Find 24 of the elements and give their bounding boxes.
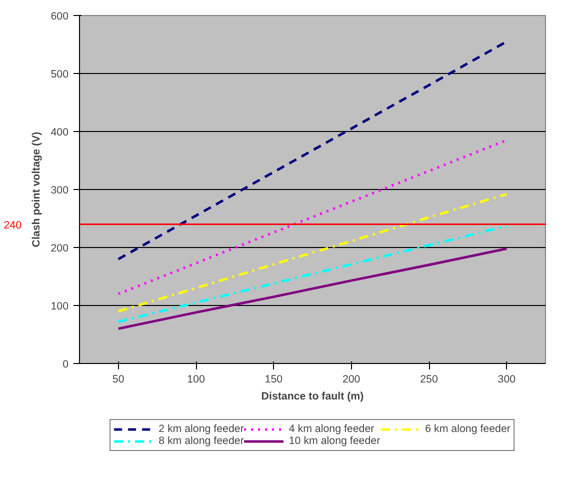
x-tick-label: 300 <box>498 374 516 386</box>
legend-label: 10 km along feeder <box>288 435 380 447</box>
legend-label: 8 km along feeder <box>158 435 244 447</box>
y-axis-title: Clash point voltage (V) <box>30 131 43 248</box>
line-series <box>117 224 508 323</box>
x-tick-label: 150 <box>264 374 283 386</box>
y-tick-label: 600 <box>50 10 69 22</box>
line-series <box>117 247 508 330</box>
legend-label: 4 km along feeder <box>288 423 374 435</box>
y-tick-label: 500 <box>50 68 69 80</box>
x-tick-label: 250 <box>420 374 438 386</box>
y-tick-label: 200 <box>50 242 69 254</box>
line-series <box>117 192 508 313</box>
x-axis-title: Distance to fault (m) <box>261 390 364 402</box>
y-tick-label: 300 <box>50 184 69 196</box>
x-tick-label: 100 <box>187 374 205 386</box>
x-tick-label: 50 <box>112 374 124 386</box>
x-tick-label: 200 <box>342 374 360 386</box>
legend-label: 2 km along feeder <box>158 423 244 435</box>
y-tick-label: 400 <box>50 126 69 138</box>
ref-line-label: 240 <box>4 219 22 232</box>
y-tick-label: 100 <box>50 300 69 312</box>
y-tick-label: 0 <box>62 358 69 370</box>
legend-label: 6 km along feeder <box>425 423 510 435</box>
